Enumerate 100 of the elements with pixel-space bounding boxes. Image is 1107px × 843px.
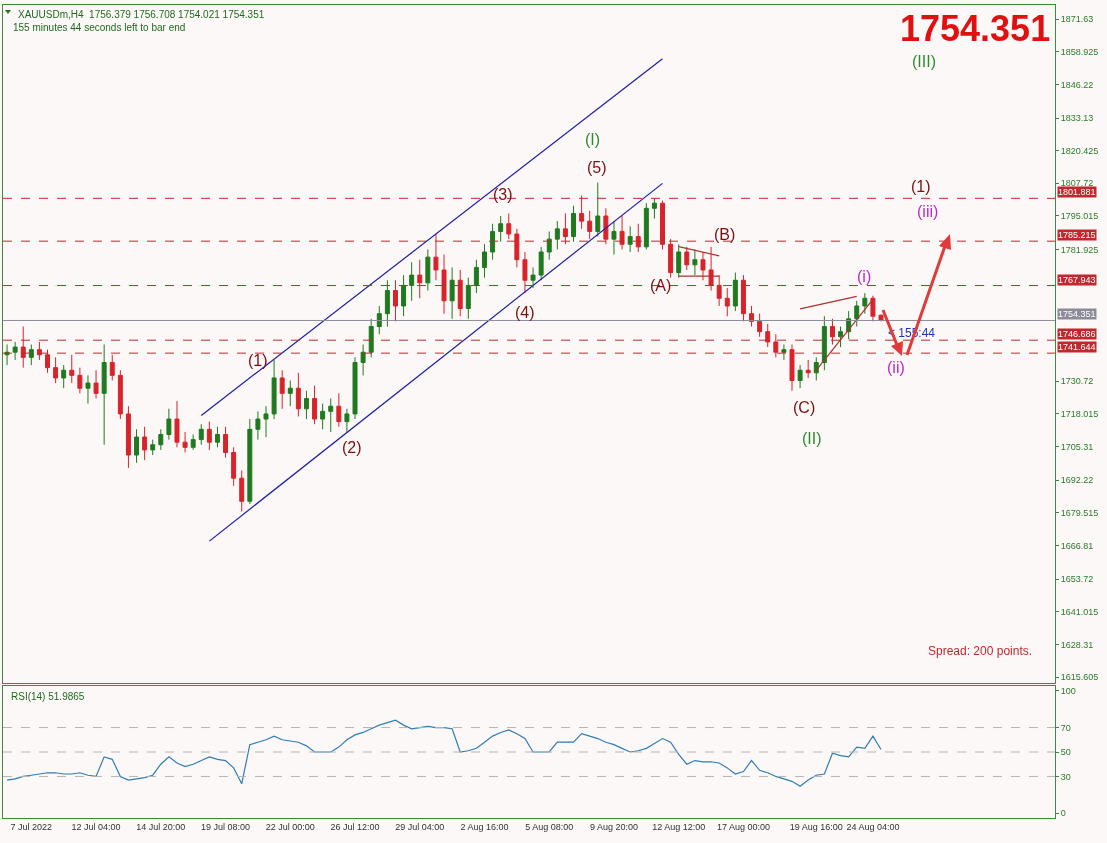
candlestick bbox=[692, 248, 698, 276]
annotation: (C) bbox=[793, 399, 816, 416]
y-tick-label: 1807.72 bbox=[1060, 178, 1094, 189]
candlestick bbox=[125, 405, 131, 469]
candlestick bbox=[522, 251, 528, 294]
annotation: (1) bbox=[911, 178, 931, 195]
x-tick-label: 12 Aug 12:00 bbox=[652, 821, 706, 832]
y-tick-label: 1692.22 bbox=[1060, 475, 1094, 486]
candlestick bbox=[36, 341, 42, 361]
candlestick bbox=[789, 344, 795, 392]
x-tick-label: 19 Aug 16:00 bbox=[789, 821, 843, 832]
candlestick bbox=[595, 182, 601, 238]
annotation: (2) bbox=[342, 439, 362, 456]
candlestick bbox=[651, 197, 657, 220]
candlestick bbox=[619, 215, 625, 250]
candlestick bbox=[134, 428, 140, 464]
candlestick bbox=[320, 403, 326, 430]
candlestick bbox=[409, 261, 415, 302]
annotation: (5) bbox=[587, 159, 607, 176]
candlestick bbox=[69, 354, 75, 384]
candlestick bbox=[724, 287, 730, 317]
candlestick bbox=[101, 344, 107, 446]
candlestick bbox=[312, 385, 318, 425]
candlestick bbox=[28, 344, 34, 366]
x-tick-label: 2 Aug 16:00 bbox=[460, 821, 509, 832]
y-tick-label: 1795.015 bbox=[1060, 211, 1099, 222]
candlestick bbox=[376, 305, 382, 335]
candlestick bbox=[749, 305, 755, 328]
candlestick bbox=[538, 246, 544, 281]
y-tick-label: 1653.72 bbox=[1060, 574, 1094, 585]
candlestick bbox=[433, 233, 439, 281]
x-tick-label: 19 Jul 08:00 bbox=[201, 821, 251, 832]
candlestick bbox=[85, 374, 91, 405]
candlestick bbox=[587, 210, 593, 240]
candlestick bbox=[854, 300, 860, 328]
y-tick-label: 70 bbox=[1060, 722, 1071, 733]
candlestick bbox=[473, 259, 479, 294]
annotation: (II) bbox=[802, 430, 822, 447]
annotation: 155 minutes 44 seconds left to bar end bbox=[13, 22, 186, 33]
candlestick bbox=[870, 295, 876, 322]
x-tick-label: 9 Aug 20:00 bbox=[589, 821, 638, 832]
candlestick bbox=[20, 326, 26, 369]
candlestick bbox=[182, 431, 188, 453]
candlestick bbox=[506, 212, 512, 240]
ref-line-label: 1741.644 bbox=[1058, 342, 1096, 352]
candlestick bbox=[303, 390, 309, 420]
y-tick-label: 1871.63 bbox=[1060, 14, 1094, 25]
y-tick-label: 1820.425 bbox=[1060, 145, 1099, 156]
candlestick bbox=[449, 266, 455, 320]
x-tick-label: 24 Aug 04:00 bbox=[846, 821, 900, 832]
candlestick bbox=[352, 356, 358, 420]
annotation: Spread: 200 points. bbox=[928, 644, 1033, 658]
candlestick bbox=[45, 349, 50, 374]
candlestick bbox=[611, 220, 617, 256]
candlestick bbox=[482, 243, 487, 279]
annotation: (ii) bbox=[887, 359, 905, 376]
candlestick bbox=[643, 202, 649, 250]
candlestick bbox=[12, 341, 18, 361]
candlestick bbox=[457, 269, 463, 317]
x-tick-label: 26 Jul 12:00 bbox=[330, 821, 380, 832]
candlestick bbox=[150, 439, 156, 456]
candlestick bbox=[295, 372, 301, 417]
candlestick bbox=[392, 279, 398, 322]
x-tick-label: 12 Jul 04:00 bbox=[71, 821, 121, 832]
candlestick bbox=[425, 248, 431, 292]
candlestick bbox=[287, 380, 293, 407]
annotation: (A) bbox=[650, 277, 672, 294]
candlestick bbox=[797, 364, 803, 389]
ref-line-label: 1754.351 bbox=[1058, 309, 1096, 319]
candlestick bbox=[336, 392, 342, 428]
candlestick bbox=[206, 421, 212, 451]
candlestick bbox=[368, 318, 374, 358]
x-tick-label: 22 Jul 00:00 bbox=[265, 821, 315, 832]
y-tick-label: 1730.72 bbox=[1060, 376, 1094, 387]
candlestick bbox=[757, 313, 763, 338]
annotation: (I) bbox=[585, 131, 601, 148]
candlestick bbox=[279, 369, 285, 410]
candlestick bbox=[401, 274, 407, 317]
candlestick bbox=[700, 251, 706, 281]
y-tick-label: 1615.605 bbox=[1060, 672, 1099, 683]
ref-line-label: 1767.943 bbox=[1058, 275, 1096, 285]
candlestick bbox=[77, 367, 83, 394]
candlestick bbox=[190, 433, 196, 451]
candlestick bbox=[231, 446, 237, 487]
candlestick bbox=[417, 259, 423, 299]
candlestick bbox=[441, 254, 447, 315]
candlestick bbox=[328, 397, 334, 433]
y-tick-label: 1641.015 bbox=[1060, 606, 1099, 617]
candlestick bbox=[255, 410, 261, 441]
x-tick-label: 5 Aug 08:00 bbox=[525, 821, 574, 832]
candlestick bbox=[360, 344, 366, 376]
y-tick-label: 30 bbox=[1060, 771, 1071, 782]
candlestick bbox=[142, 426, 148, 461]
candlestick bbox=[732, 272, 738, 312]
ref-line-label: 1746.686 bbox=[1058, 329, 1096, 339]
y-tick-label: 0 bbox=[1060, 808, 1066, 819]
candlestick bbox=[239, 469, 245, 513]
candlestick bbox=[166, 408, 172, 441]
annotation: (III) bbox=[912, 53, 936, 70]
candlestick bbox=[158, 428, 164, 451]
